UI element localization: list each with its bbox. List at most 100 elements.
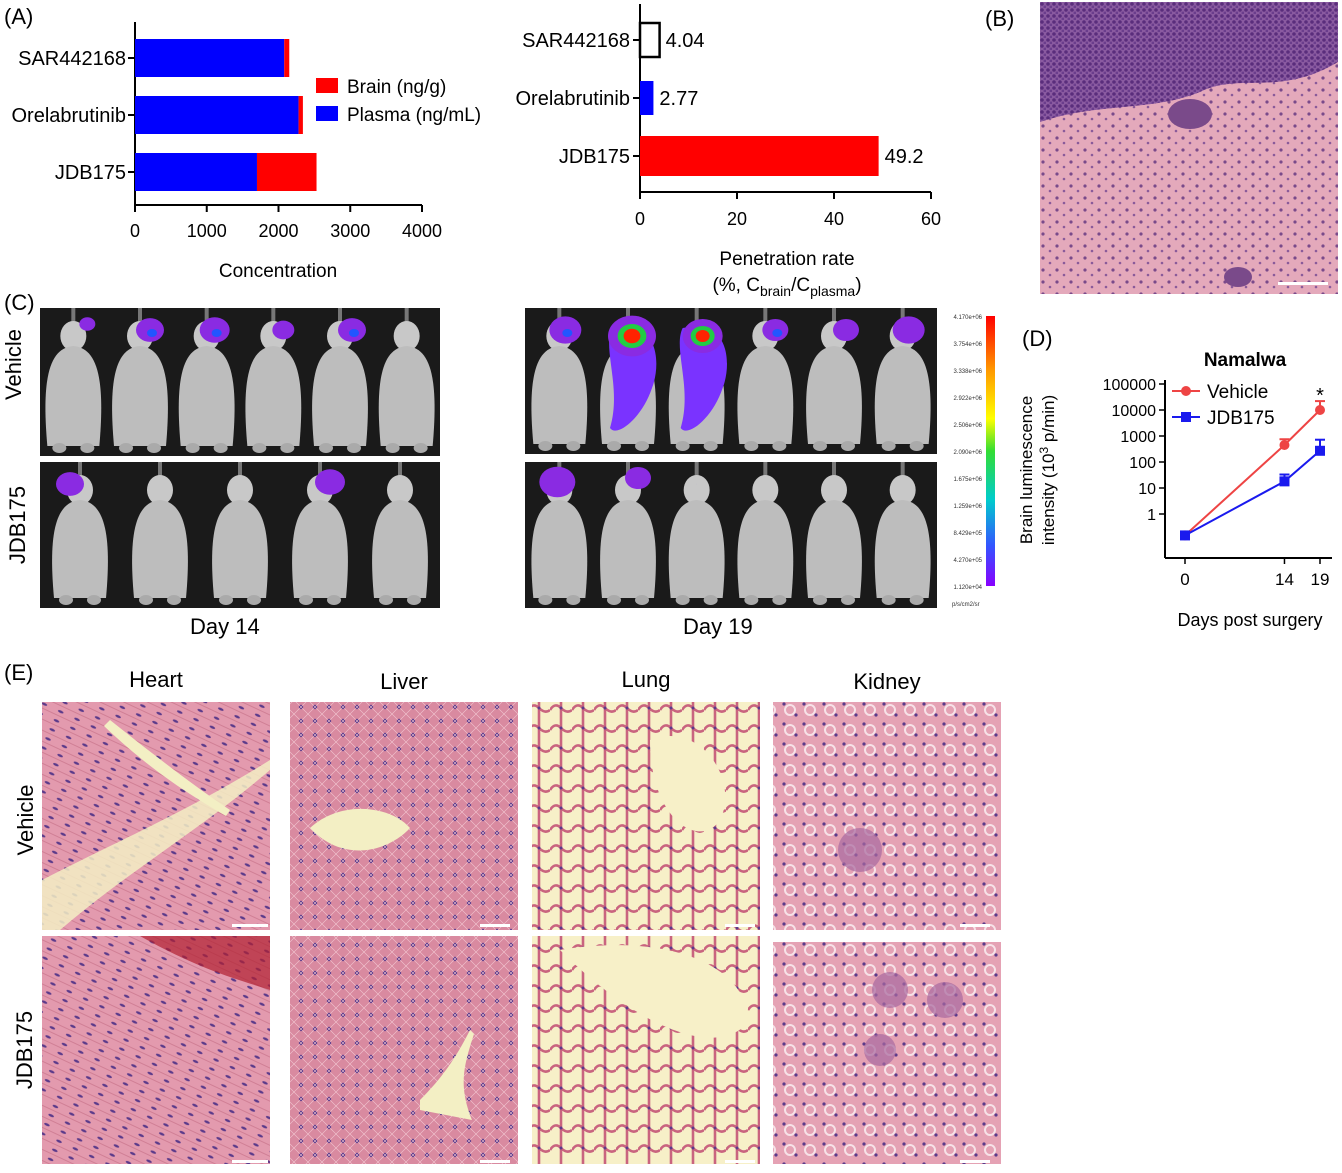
bar-brain-0	[284, 39, 290, 77]
mouse-foot	[185, 443, 200, 453]
x-tick-label: 0	[130, 221, 140, 241]
mouse-body	[178, 346, 235, 446]
label-part: (%, C	[712, 275, 760, 296]
bar-plasma-0	[135, 39, 285, 77]
holder-rod	[138, 308, 142, 326]
y-tick-label: 1	[1147, 507, 1156, 524]
subscript: brain	[760, 283, 791, 299]
luminescence-colorbar: 4.170e+06 3.754e+06 3.338e+06 2.922e+06 2.50…	[952, 315, 995, 608]
mouse-foot	[703, 595, 718, 605]
imaging-background	[40, 308, 440, 456]
mouse-foot	[247, 595, 261, 605]
colorbar-tick-label: 4.170e+06	[953, 315, 982, 321]
legend-swatch	[316, 106, 338, 121]
lung-vehicle-image	[532, 702, 760, 930]
mouse-head	[752, 475, 779, 505]
y-axis-label: Brain luminescence	[1017, 396, 1036, 544]
x-tick-label: 19	[1311, 570, 1330, 589]
mice-image-day14-jdb175	[40, 462, 440, 608]
signal-spot	[272, 320, 295, 340]
mouse-foot	[813, 441, 827, 451]
mouse-foot	[566, 441, 581, 451]
colorbar-tick-label: 8.429e+05	[953, 531, 982, 537]
mouse-foot	[772, 595, 787, 605]
signal-mild	[772, 329, 783, 337]
mouse-body	[874, 346, 931, 444]
signal-hot	[623, 328, 641, 344]
mouse-foot	[413, 443, 428, 453]
signal-mild	[562, 329, 573, 337]
mouse-body	[874, 500, 931, 598]
colorbar-tick-label: 2.506e+06	[953, 423, 982, 429]
mouse-body	[737, 346, 794, 444]
mouse-foot	[909, 441, 924, 451]
x-tick-label: 2000	[258, 221, 298, 241]
mouse-body	[531, 500, 588, 598]
y-tick-label: SAR442168	[522, 30, 630, 52]
colorbar-tick-label: 4.270e+05	[953, 558, 982, 564]
data-point	[1315, 405, 1325, 415]
label-part: intensity (10	[1039, 453, 1058, 545]
mouse-foot	[703, 441, 718, 451]
y-tick-label: 1000	[1120, 429, 1156, 446]
data-point	[1279, 476, 1290, 487]
mouse-foot	[280, 443, 295, 453]
mouse-body	[806, 500, 862, 598]
row-label-vehicle: Vehicle	[1, 329, 26, 400]
mouse-body	[52, 500, 108, 598]
mouse-foot	[213, 443, 228, 453]
y-tick-label: 10	[1138, 481, 1156, 498]
day19-label: Day 19	[683, 614, 753, 639]
y-tick-label: JDB175	[55, 162, 126, 184]
signal-spot	[892, 316, 925, 344]
x-tick-label: 40	[824, 209, 844, 229]
data-point	[1180, 530, 1190, 541]
colorbar-tick-label: 1.120e+04	[953, 585, 982, 591]
colorbar-tick-label: 2.922e+06	[953, 396, 982, 402]
mice-image-day14-vehicle	[40, 308, 440, 456]
legend-label: Vehicle	[1207, 382, 1268, 403]
mouse-foot	[841, 441, 855, 451]
col-label-lung: Lung	[621, 667, 671, 692]
mouse-body	[312, 346, 368, 446]
data-point	[1279, 440, 1290, 451]
day14-label: Day 14	[190, 614, 260, 639]
chart-title: Namalwa	[1204, 350, 1287, 371]
col-label-kidney: Kidney	[853, 669, 921, 694]
mouse-foot	[52, 443, 67, 453]
kidney-vehicle-image	[773, 702, 1001, 930]
legend-marker	[1181, 412, 1191, 422]
panel-label-a: (A)	[4, 4, 34, 29]
mouse-body	[212, 500, 268, 598]
holder-rod	[398, 462, 402, 480]
x-tick-label: 4000	[402, 221, 442, 241]
holder-rod	[694, 308, 699, 326]
signal-spot	[56, 472, 84, 496]
mouse-foot	[607, 595, 621, 605]
y-tick-label: 100000	[1103, 377, 1156, 394]
holder-rod	[271, 308, 276, 326]
legend-label: Brain (ng/g)	[347, 77, 446, 98]
mouse-head	[60, 321, 87, 351]
mouse-foot	[744, 595, 759, 605]
panel-label-c: (C)	[4, 290, 35, 315]
holder-rod	[557, 308, 562, 326]
holder-rod	[900, 462, 905, 480]
mouse-foot	[881, 441, 896, 451]
x-tick-label: 3000	[330, 221, 370, 241]
mice-image-day19-vehicle	[525, 308, 937, 454]
subscript: plasma	[810, 283, 855, 299]
mouse-foot	[407, 595, 421, 605]
mouse-body	[372, 500, 428, 598]
significance-marker: *	[1316, 385, 1324, 407]
colorbar-tick-label: 3.338e+06	[953, 369, 982, 375]
mouse-foot	[147, 443, 161, 453]
mouse-foot	[59, 595, 73, 605]
mouse-foot	[635, 441, 649, 451]
mouse-body	[600, 500, 656, 598]
holder-rod	[204, 308, 209, 326]
mouse-head	[393, 321, 420, 351]
value-label: 4.04	[666, 30, 705, 52]
mouse-body	[45, 346, 102, 446]
x-tick-label: 1000	[187, 221, 227, 241]
